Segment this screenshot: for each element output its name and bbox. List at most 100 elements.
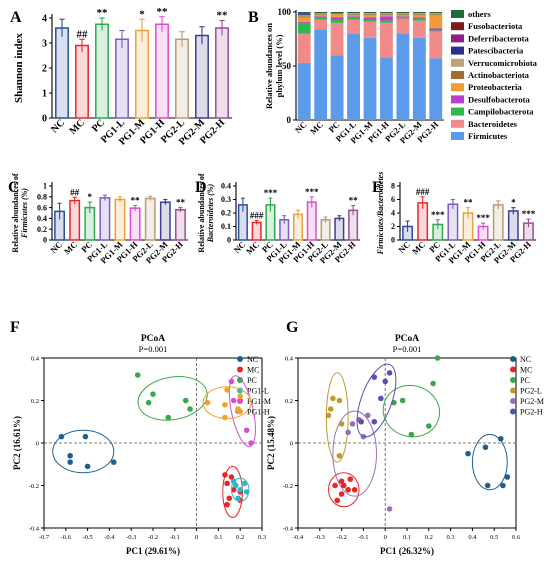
y-tick-label: 8 xyxy=(391,182,395,191)
point-pc xyxy=(182,397,189,404)
bar-MC xyxy=(251,221,262,241)
point-nc xyxy=(497,435,504,442)
significance-label: ## xyxy=(70,187,80,197)
stack-segment-others xyxy=(396,12,410,14)
point-pg1-h xyxy=(237,393,243,400)
stack-segment-firmicutes xyxy=(297,62,311,120)
y-tick-label: 1 xyxy=(42,88,47,99)
point-mc xyxy=(338,478,345,485)
legend-swatch xyxy=(451,71,464,79)
point-pg1-m xyxy=(230,397,237,404)
stack-segment-others xyxy=(412,12,426,14)
y-tick-label: 2 xyxy=(42,63,47,74)
legend-marker xyxy=(237,408,243,415)
significance-label: ** xyxy=(349,196,359,206)
stack-segment-firmicutes xyxy=(314,29,328,121)
bar-PC xyxy=(95,23,109,119)
x-tick-label: 0.2 xyxy=(425,534,433,541)
stack-segment-firmicutes xyxy=(412,37,426,120)
stack-segment-bacteroidetes xyxy=(330,22,344,56)
significance-label: ** xyxy=(131,195,141,205)
point-mc xyxy=(334,497,341,504)
x-tick-label: MC xyxy=(62,239,79,256)
legend-swatch xyxy=(451,22,464,31)
legend-swatch xyxy=(451,132,464,140)
y-tick-label: 3 xyxy=(42,38,47,49)
bar-NC xyxy=(55,27,69,119)
legend-label: Campilobacterota xyxy=(468,107,534,117)
legend-label: PC xyxy=(247,376,257,385)
y-tick-label: 0.1 xyxy=(221,222,231,231)
point-pg1-m xyxy=(243,427,250,434)
significance-label: ** xyxy=(157,6,169,18)
stack-segment-campilobacterota xyxy=(429,30,443,32)
y-tick-label: 0.4 xyxy=(31,356,40,363)
stack-segment-bacteroidetes xyxy=(347,19,360,34)
stack-segment-campilobacterota xyxy=(412,18,426,21)
x-tick-label: -0.4 xyxy=(104,534,115,541)
legend-swatch xyxy=(451,83,464,92)
confidence-ellipse-mc xyxy=(328,472,360,508)
stack-segment-bacteroidetes xyxy=(297,33,311,63)
legend-label: Proteobacteria xyxy=(468,82,522,92)
point-pg2-m xyxy=(345,429,351,436)
legend-swatch xyxy=(451,34,464,43)
point-pc xyxy=(399,397,406,404)
point-pg2-l xyxy=(330,395,336,402)
y-axis-label: Relative abundances of xyxy=(197,173,206,252)
bar-PG1-L xyxy=(447,203,459,241)
stack-segment-campilobacterota xyxy=(297,22,311,34)
stack-segment-actinobacteriota xyxy=(347,14,360,16)
legend-marker xyxy=(510,366,516,373)
y-axis-label: phylum level (%) xyxy=(274,34,284,97)
point-pg1-l xyxy=(237,486,243,493)
legend-swatch xyxy=(451,46,464,55)
panel-letter-f: F xyxy=(10,319,20,336)
y-tick-label: 2 xyxy=(391,222,395,231)
stack-segment-others xyxy=(330,12,344,14)
panel-e-ratio-chart: 02468NC###MC***PCPG1-L**PG1-M***PG1-HPG2… xyxy=(376,172,536,265)
significance-label: ** xyxy=(97,7,109,19)
point-pg1-h xyxy=(224,387,230,393)
significance-label: ## xyxy=(77,28,89,40)
stack-segment-proteobacteria xyxy=(314,15,328,17)
stack-segment-firmicutes xyxy=(396,33,410,120)
point-pg2-m xyxy=(364,412,371,419)
point-nc xyxy=(465,450,471,457)
stack-segment-campilobacterota xyxy=(314,17,328,20)
x-tick-label: NC xyxy=(48,239,64,255)
x-tick-label: MC xyxy=(410,239,427,256)
x-tick-label: 0.1 xyxy=(403,534,411,541)
legend-label: Fusobacteriota xyxy=(468,21,523,31)
point-mc xyxy=(224,501,230,508)
significance-label: *** xyxy=(305,187,319,197)
stack-segment-proteobacteria xyxy=(396,15,410,17)
legend-label: Bacteroidetes xyxy=(468,119,518,129)
y-tick-label: 0.2 xyxy=(31,398,39,405)
stack-segment-desulfobacterota xyxy=(429,28,443,31)
y-tick-label: 0.4 xyxy=(37,214,47,223)
stack-segment-verrucomicrobiota xyxy=(380,13,393,15)
x-tick-label: -0.6 xyxy=(61,534,72,541)
point-nc xyxy=(58,433,65,440)
panel-letter-a: A xyxy=(10,9,22,26)
bar-PG2-M xyxy=(195,34,209,119)
panel-f-pcoa-chart: -0.7 -0.6 -0.5 -0.4 -0.3 -0.2 -0.1 0 0.1 0.2 0.3 -0… xyxy=(12,334,271,556)
x-tick-label: 0.2 xyxy=(236,534,244,541)
bar-PG2-M xyxy=(159,201,171,241)
stack-segment-campilobacterota xyxy=(396,17,410,19)
chart-subtitle: P=0.001 xyxy=(139,344,168,354)
bar-PG2-L xyxy=(320,219,331,241)
stack-segment-firmicutes xyxy=(330,55,344,121)
stack-segment-verrucomicrobiota xyxy=(429,13,443,15)
stack-segment-actinobacteriota xyxy=(297,16,311,18)
x-axis-label: PC1 (29.61%) xyxy=(126,546,180,556)
point-pg2-h xyxy=(358,418,365,425)
point-pg2-h xyxy=(371,418,378,425)
bar-PG2-M xyxy=(334,217,345,241)
stack-segment-desulfobacterota xyxy=(380,16,393,21)
y-tick-label: 4 xyxy=(42,13,47,24)
stack-segment-others xyxy=(363,12,377,14)
significance-label: ** xyxy=(464,198,474,208)
